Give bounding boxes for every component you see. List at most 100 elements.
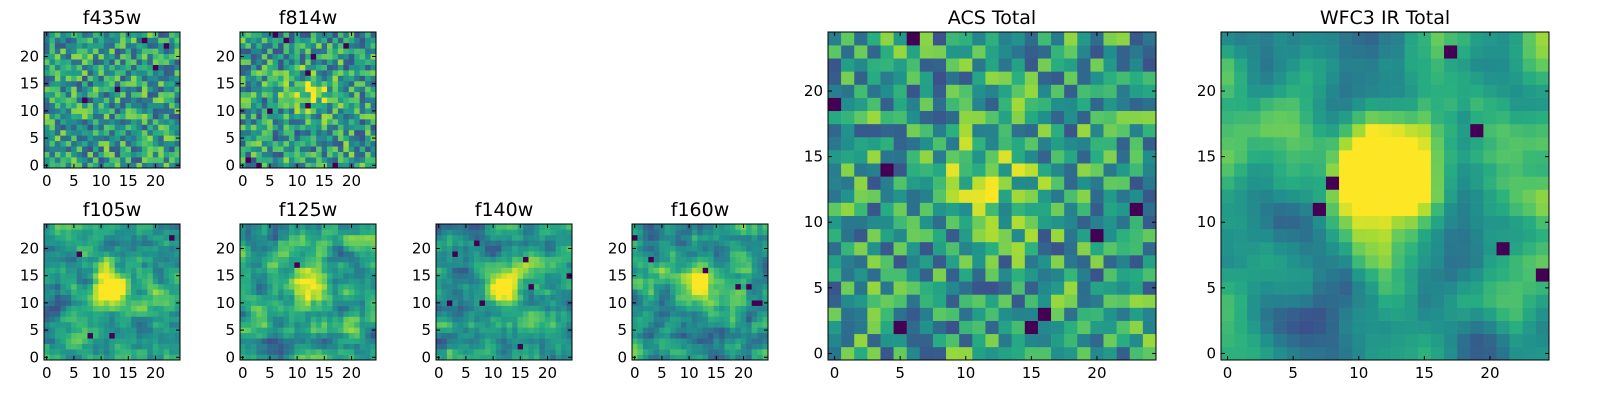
heatmap-cell — [92, 162, 99, 169]
heatmap-cell — [261, 343, 268, 350]
heatmap-cell — [495, 256, 502, 263]
heatmap-cell — [370, 316, 377, 323]
heatmap-cell — [60, 283, 67, 290]
heatmap-cell — [702, 224, 709, 230]
heatmap-cell — [906, 202, 921, 216]
heatmap-cell — [854, 45, 868, 59]
heatmap-cell — [337, 37, 344, 44]
heatmap-cell — [446, 311, 453, 317]
heatmap-cell — [174, 229, 181, 236]
heatmap-cell — [686, 245, 693, 252]
heatmap-cell — [1430, 281, 1445, 295]
heatmap-cell — [1496, 333, 1510, 348]
x-tick-label: 5 — [461, 364, 471, 382]
heatmap-cell — [828, 58, 842, 72]
heatmap-cell — [141, 157, 148, 163]
heatmap-cell — [561, 354, 567, 361]
heatmap-cell — [256, 140, 263, 147]
heatmap-cell — [544, 321, 551, 328]
heatmap-cell — [359, 332, 366, 339]
heatmap-cell — [337, 305, 344, 312]
heatmap-cell — [1142, 110, 1157, 125]
heatmap-cell — [490, 251, 497, 257]
heatmap-cell — [261, 124, 268, 131]
heatmap-cell — [555, 343, 562, 350]
heatmap-cell — [1090, 215, 1104, 230]
heatmap-cell — [1090, 97, 1104, 112]
heatmap-cell — [555, 267, 562, 274]
heatmap-cell — [854, 320, 868, 335]
heatmap-cell — [365, 151, 371, 158]
heatmap-cell — [1116, 176, 1131, 190]
heatmap-cell — [288, 289, 295, 296]
heatmap-cell — [54, 343, 61, 350]
heatmap-cell — [512, 354, 518, 361]
heatmap-cell — [299, 267, 306, 274]
heatmap-cell — [316, 113, 322, 120]
heatmap-cell — [272, 224, 279, 230]
heatmap-cell — [463, 262, 469, 268]
heatmap-cell — [463, 327, 469, 334]
heatmap-cell — [708, 332, 714, 339]
heatmap-cell — [299, 229, 306, 236]
heatmap-cell — [691, 327, 698, 334]
heatmap-cell — [109, 316, 116, 323]
heatmap-cell — [327, 42, 333, 49]
heatmap-cell — [49, 327, 56, 334]
heatmap-cell — [261, 102, 268, 109]
heatmap-cell — [365, 80, 371, 87]
heatmap-cell — [294, 234, 301, 241]
heatmap-cell — [446, 289, 453, 296]
heatmap-cell — [680, 283, 687, 290]
heatmap-cell — [359, 234, 366, 241]
heatmap-cell — [463, 240, 469, 247]
heatmap-cell — [495, 327, 502, 334]
heatmap-cell — [1339, 176, 1353, 190]
heatmap-cell — [441, 251, 448, 257]
heatmap-cell — [158, 113, 164, 120]
heatmap-cell — [550, 283, 556, 290]
heatmap-cell — [528, 343, 535, 350]
heatmap-cell — [92, 224, 99, 230]
heatmap-cell — [278, 157, 284, 163]
heatmap-cell — [109, 327, 116, 334]
heatmap-cell — [343, 124, 350, 131]
heatmap-cell — [751, 283, 758, 290]
heatmap-cell — [1417, 176, 1432, 190]
heatmap-cell — [299, 48, 306, 55]
heatmap-cell — [523, 321, 529, 328]
heatmap-cell — [893, 176, 908, 190]
heatmap-cell — [147, 48, 154, 55]
heatmap-cell — [512, 229, 518, 236]
heatmap-cell — [332, 256, 339, 263]
heatmap-cell — [261, 140, 268, 147]
heatmap-cell — [365, 316, 371, 323]
heatmap-cell — [468, 300, 475, 306]
heatmap-cell — [370, 343, 377, 350]
heatmap-cell — [54, 80, 61, 87]
heatmap-cell — [120, 245, 126, 252]
heatmap-cell — [1024, 176, 1039, 190]
heatmap-cell — [163, 37, 170, 44]
heatmap-cell — [724, 267, 731, 274]
heatmap-cell — [92, 234, 99, 241]
heatmap-cell — [71, 343, 77, 350]
heatmap-cell — [561, 262, 567, 268]
heatmap-cell — [1535, 189, 1550, 203]
heatmap-cell — [544, 245, 551, 252]
heatmap-cell — [82, 48, 88, 55]
heatmap-cell — [278, 140, 284, 147]
heatmap-cell — [544, 305, 551, 312]
heatmap-cell — [740, 332, 747, 339]
heatmap-cell — [506, 234, 513, 241]
heatmap-cell — [60, 146, 67, 152]
heatmap-cell — [288, 48, 295, 55]
heatmap-cell — [305, 311, 312, 317]
heatmap-cell — [1470, 346, 1484, 361]
heatmap-cell — [136, 338, 143, 344]
heatmap-cell — [751, 267, 758, 274]
heatmap-cell — [457, 294, 464, 301]
heatmap-cell — [359, 53, 366, 60]
heatmap-cell — [946, 346, 960, 361]
heatmap-cell — [495, 283, 502, 290]
